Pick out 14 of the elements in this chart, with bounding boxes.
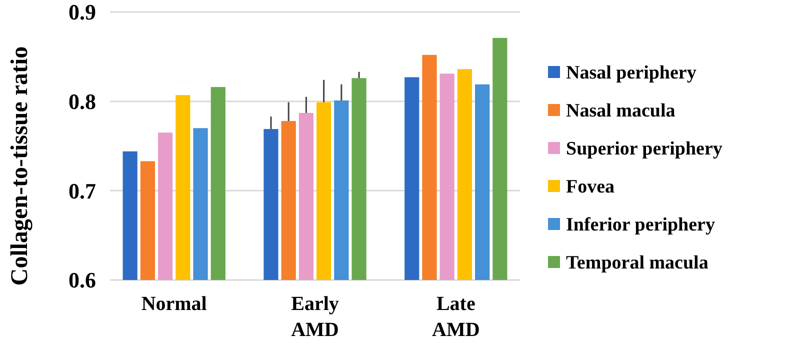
legend-label: Nasal macula: [566, 100, 676, 122]
legend-label: Inferior periphery: [566, 214, 716, 236]
x-tick-label: Normal: [141, 293, 208, 315]
x-tick-label: Late AMD: [432, 293, 480, 341]
y-tick-label: 0.6: [68, 268, 96, 293]
legend-label: Superior periphery: [566, 138, 723, 160]
legend-label: Fovea: [566, 176, 616, 198]
y-axis-title: Collagen-to-tissue ratio: [7, 46, 33, 286]
x-tick-label: Early AMD: [291, 293, 339, 341]
legend-label: Nasal periphery: [566, 62, 697, 84]
y-tick-label: 0.7: [68, 178, 96, 204]
legend-label: Temporal macula: [566, 252, 709, 274]
y-tick-label: 0.8: [68, 89, 96, 114]
y-tick-label: 0.9: [68, 0, 96, 25]
